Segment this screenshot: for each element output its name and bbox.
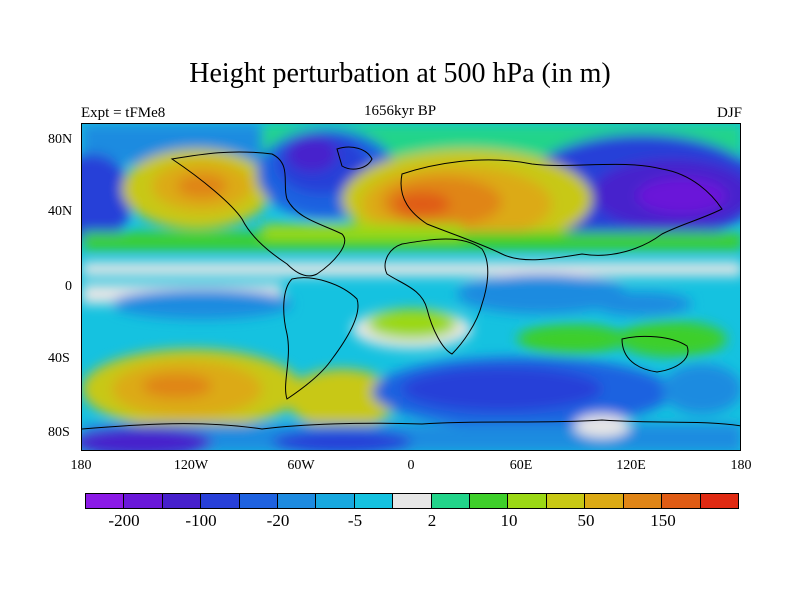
map-plot-area (81, 123, 741, 451)
colorbar-swatch (201, 494, 240, 508)
lon-label-180w: 180 (70, 458, 92, 473)
lon-label-60w: 60W (287, 458, 315, 473)
eurasia-coast (400, 159, 723, 261)
lon-label-0: 0 (407, 458, 415, 473)
antarctica-coast (82, 419, 740, 430)
colorbar-swatch (700, 494, 738, 508)
season-label: DJF (716, 105, 742, 121)
colorbar-swatch (585, 494, 624, 508)
colorbar-swatch (662, 494, 701, 508)
colorbar-label: 2 (427, 511, 437, 530)
lon-label-180e: 180 (730, 458, 752, 473)
lat-label-equator: 0 (65, 279, 72, 294)
colorbar (85, 493, 739, 509)
time-label: 1656kyr BP (363, 103, 437, 119)
lat-label-40s: 40S (48, 351, 70, 366)
colorbar-swatch (508, 494, 547, 508)
colorbar-swatch (470, 494, 509, 508)
coastlines (82, 146, 740, 430)
colorbar-swatch (393, 494, 432, 508)
lat-label-80s: 80S (48, 425, 70, 440)
colorbar-swatch (124, 494, 163, 508)
colorbar-swatch (162, 494, 202, 508)
height-perturbation-map (82, 124, 740, 450)
australia-coast (621, 335, 689, 373)
colorbar-swatch (86, 494, 125, 508)
africa-coast (384, 238, 489, 355)
lon-label-60e: 60E (509, 458, 533, 473)
lon-label-120w: 120W (173, 458, 209, 473)
lat-label-40n: 40N (48, 204, 73, 219)
colorbar-label: -5 (347, 511, 363, 530)
colorbar-swatch (278, 494, 317, 508)
colorbar-swatch (354, 494, 394, 508)
colorbar-label: -20 (266, 511, 290, 530)
greenland-coast (336, 146, 373, 170)
colorbar-swatch (623, 494, 663, 508)
colorbar-label: -200 (108, 511, 140, 530)
colorbar-label: 50 (577, 511, 595, 530)
colorbar-label: 150 (650, 511, 676, 530)
south-america-coast (283, 277, 359, 400)
colorbar-swatch (546, 494, 586, 508)
colorbar-swatch (239, 494, 279, 508)
contour-fill-layer (82, 124, 740, 450)
chart-title: Height perturbation at 500 hPa (in m) (189, 58, 611, 89)
colorbar-swatch (316, 494, 355, 508)
experiment-label: Expt = tFMe8 (81, 105, 166, 121)
colorbar-label: 10 (500, 511, 518, 530)
north-america-coast (170, 151, 345, 277)
colorbar-swatch (431, 494, 471, 508)
lat-label-80n: 80N (48, 132, 73, 147)
colorbar-label: -100 (185, 511, 217, 530)
lon-label-120e: 120E (616, 458, 646, 473)
